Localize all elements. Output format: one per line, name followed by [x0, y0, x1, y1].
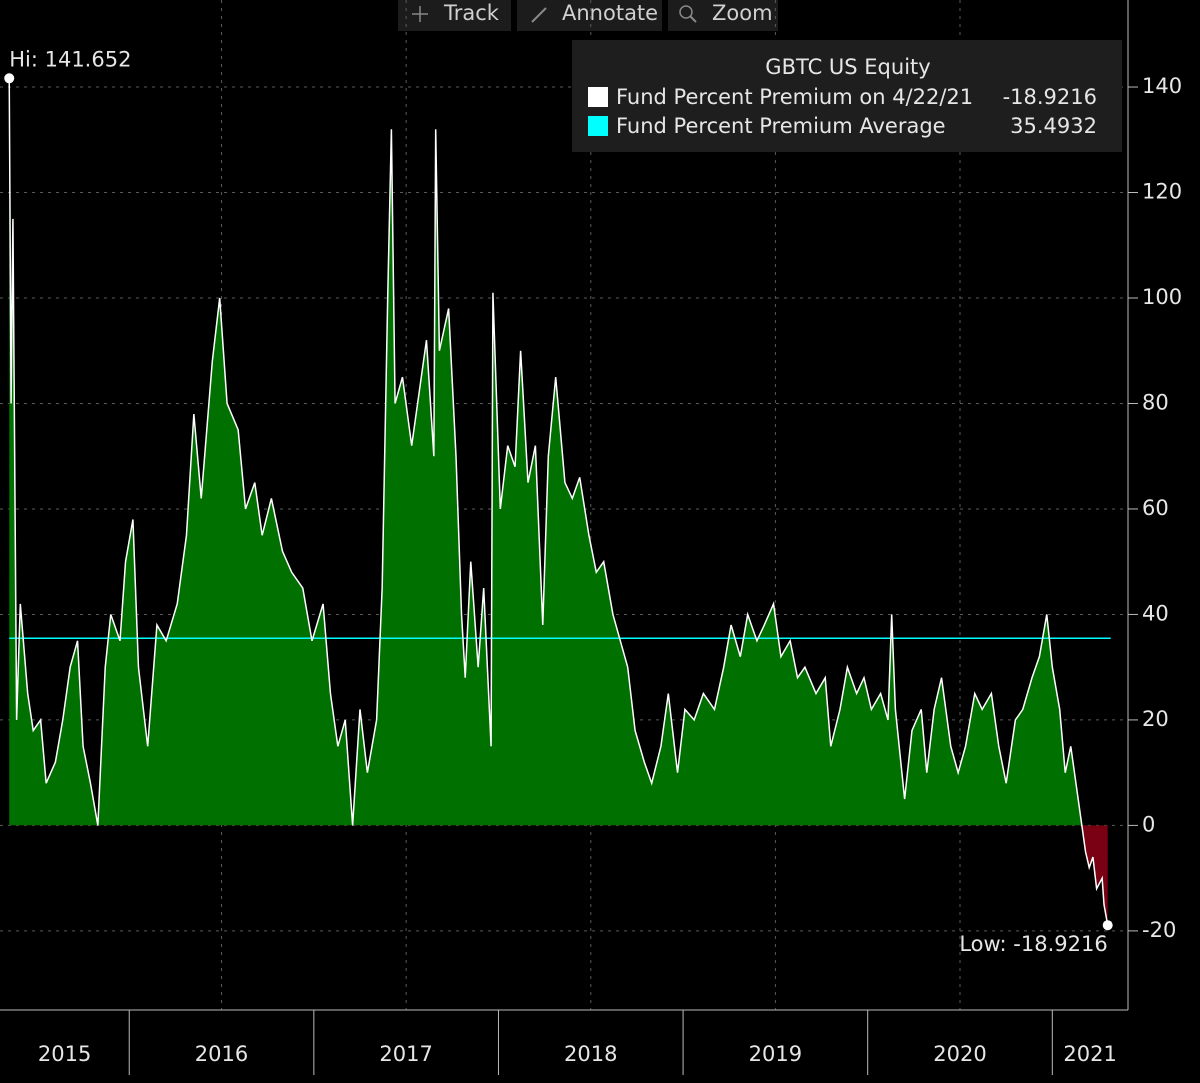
legend-value: 35.4932 [1010, 114, 1097, 138]
annotate-button[interactable] [517, 0, 662, 31]
annotate-label[interactable]: Annotate [562, 1, 658, 25]
zoom-icon [679, 5, 693, 19]
y-tick-label: 100 [1142, 285, 1182, 309]
y-tick-label: 0 [1142, 812, 1155, 836]
line [8, 78, 1109, 926]
legend-box [572, 40, 1122, 152]
legend-swatch [588, 87, 608, 107]
zoom-button[interactable] [668, 0, 778, 31]
x-tick-label: 2019 [749, 1042, 802, 1066]
x-tick-label: 2021 [1063, 1042, 1116, 1066]
legend: GBTC US Equity Fund Percent Premium on 4… [572, 40, 1122, 152]
x-tick-label: 2017 [379, 1042, 432, 1066]
legend-label: Fund Percent Premium Average [616, 114, 946, 138]
y-tick-label: 40 [1142, 601, 1169, 625]
track-label[interactable]: Track [443, 1, 500, 25]
y-tick-label: 80 [1142, 390, 1169, 414]
legend-swatch [588, 116, 608, 136]
annotation-dot [1102, 920, 1113, 931]
annotation-label: Low: -18.9216 [959, 932, 1107, 956]
zoom-label[interactable]: Zoom [712, 1, 773, 25]
y-tick-label: 20 [1142, 707, 1169, 731]
x-tick-label: 2016 [195, 1042, 248, 1066]
annotate-icon [531, 7, 547, 23]
x-tick-label: 2015 [38, 1042, 91, 1066]
annotation-dot [4, 73, 15, 84]
legend-label: Fund Percent Premium on 4/22/21 [616, 85, 973, 109]
legend-value: -18.9216 [1003, 85, 1097, 109]
annotation-label: Hi: 141.652 [9, 47, 131, 71]
plot: -20 0 20 40 60 80 100 120 140 2015 2016 2017 2018 201… [0, 0, 1182, 1075]
toolbar: Track Annotate Zoom [398, 0, 778, 31]
track-icon [412, 6, 428, 22]
x-tick-label: 2020 [933, 1042, 986, 1066]
legend-title: GBTC US Equity [765, 55, 930, 79]
y-tick-label: 140 [1142, 74, 1182, 98]
zoom-icon-handle [689, 15, 697, 23]
track-button[interactable] [398, 0, 511, 31]
y-tick-label: 60 [1142, 496, 1169, 520]
x-tick-label: 2018 [564, 1042, 617, 1066]
y-tick-label: -20 [1142, 918, 1176, 942]
y-tick-label: 120 [1142, 180, 1182, 204]
